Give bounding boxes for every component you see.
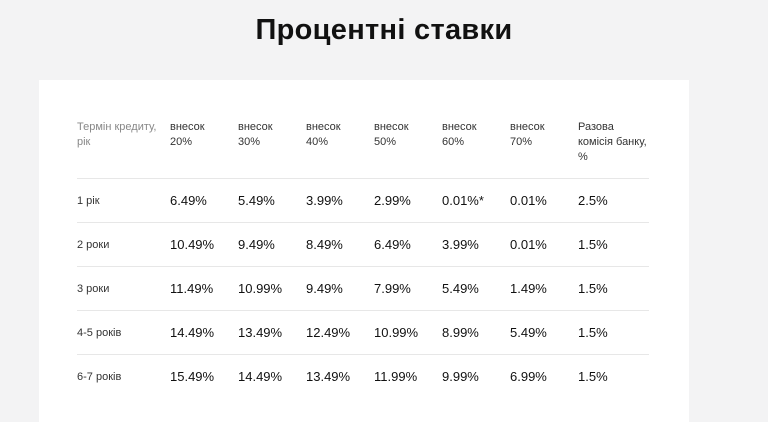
rate-cell: 2.99% bbox=[374, 178, 442, 223]
rate-cell: 9.49% bbox=[238, 222, 306, 267]
rate-cell: 7.99% bbox=[374, 266, 442, 311]
rate-cell: 8.99% bbox=[442, 310, 510, 355]
header-label: внесок 70% bbox=[510, 121, 545, 148]
rate-cell: 8.49% bbox=[306, 222, 374, 267]
header-cell: внесок 50% bbox=[374, 118, 442, 179]
header-label: внесок 20% bbox=[170, 121, 205, 148]
commission-cell: 1.5% bbox=[578, 266, 649, 311]
header-cell: Разова комісія банку, % bbox=[578, 118, 649, 179]
table-row: 1 рік 6.49% 5.49% 3.99% 2.99% 0.01%* 0.0… bbox=[77, 178, 649, 223]
rate-cell: 5.49% bbox=[442, 266, 510, 311]
header-label: внесок 60% bbox=[442, 121, 477, 148]
header-label: Разова комісія банку, % bbox=[578, 121, 647, 163]
rate-cell: 15.49% bbox=[170, 369, 215, 384]
rate-cell: 0.01%* bbox=[442, 178, 510, 223]
rate-cell: 6.99% bbox=[510, 369, 547, 384]
rate-cell: 11.99% bbox=[374, 369, 418, 384]
rate-cell: 13.49% bbox=[306, 369, 351, 384]
rate-cell: 9.99% bbox=[442, 369, 479, 384]
header-label: внесок 30% bbox=[238, 121, 273, 148]
commission-cell: 1.5% bbox=[578, 222, 649, 267]
table-row: 2 роки 10.49% 9.49% 8.49% 6.49% 3.99% 0.… bbox=[77, 222, 649, 267]
table-row: 4-5 років 14.49% 13.49% 12.49% 10.99% 8.… bbox=[77, 310, 649, 355]
rates-card: Термін кредиту, рік внесок 20% внесок 30… bbox=[39, 80, 689, 422]
rate-cell: 3.99% bbox=[306, 178, 374, 223]
header-cell: внесок 30% bbox=[238, 118, 306, 179]
header-cell: внесок 60% bbox=[442, 118, 510, 179]
header-label: внесок 50% bbox=[374, 121, 409, 148]
rate-cell: 13.49% bbox=[238, 310, 306, 355]
rate-cell: 6.49% bbox=[170, 178, 238, 223]
term-cell: 6-7 років bbox=[77, 370, 122, 383]
header-cell: внесок 20% bbox=[170, 118, 238, 179]
header-cell: внесок 70% bbox=[510, 118, 578, 179]
rate-cell: 5.49% bbox=[238, 178, 306, 223]
rate-cell: 10.99% bbox=[238, 266, 306, 311]
term-cell: 2 роки bbox=[77, 222, 170, 267]
page-title: Процентні ставки bbox=[255, 14, 513, 46]
rate-cell: 10.99% bbox=[374, 310, 442, 355]
rate-cell: 12.49% bbox=[306, 310, 374, 355]
header-label: Термін кредиту, рік bbox=[77, 121, 157, 148]
commission-cell: 1.5% bbox=[578, 369, 608, 384]
table-row: 6-7 років 15.49% 14.49% 13.49% 11.99% 9.… bbox=[77, 355, 649, 399]
rate-cell: 6.49% bbox=[374, 222, 442, 267]
table-header-row: Термін кредиту, рік внесок 20% внесок 30… bbox=[77, 118, 649, 179]
term-cell: 1 рік bbox=[77, 178, 170, 223]
rate-cell: 14.49% bbox=[170, 310, 238, 355]
rate-cell: 1.49% bbox=[510, 266, 578, 311]
commission-cell: 2.5% bbox=[578, 178, 649, 223]
header-cell: Термін кредиту, рік bbox=[77, 118, 170, 179]
rate-cell: 5.49% bbox=[510, 310, 578, 355]
term-cell: 4-5 років bbox=[77, 310, 170, 355]
term-cell: 3 роки bbox=[77, 266, 170, 311]
rate-cell: 0.01% bbox=[510, 178, 578, 223]
rate-cell: 10.49% bbox=[170, 222, 238, 267]
header-label: внесок 40% bbox=[306, 121, 341, 148]
interest-rates-table: Термін кредиту, рік внесок 20% внесок 30… bbox=[77, 118, 649, 398]
table-row: 3 роки 11.49% 10.99% 9.49% 7.99% 5.49% 1… bbox=[77, 266, 649, 311]
rate-cell: 14.49% bbox=[238, 369, 283, 384]
rate-cell: 9.49% bbox=[306, 266, 374, 311]
rate-cell: 11.49% bbox=[170, 266, 238, 311]
rate-cell: 0.01% bbox=[510, 222, 578, 267]
commission-cell: 1.5% bbox=[578, 310, 649, 355]
rate-cell: 3.99% bbox=[442, 222, 510, 267]
header-cell: внесок 40% bbox=[306, 118, 374, 179]
